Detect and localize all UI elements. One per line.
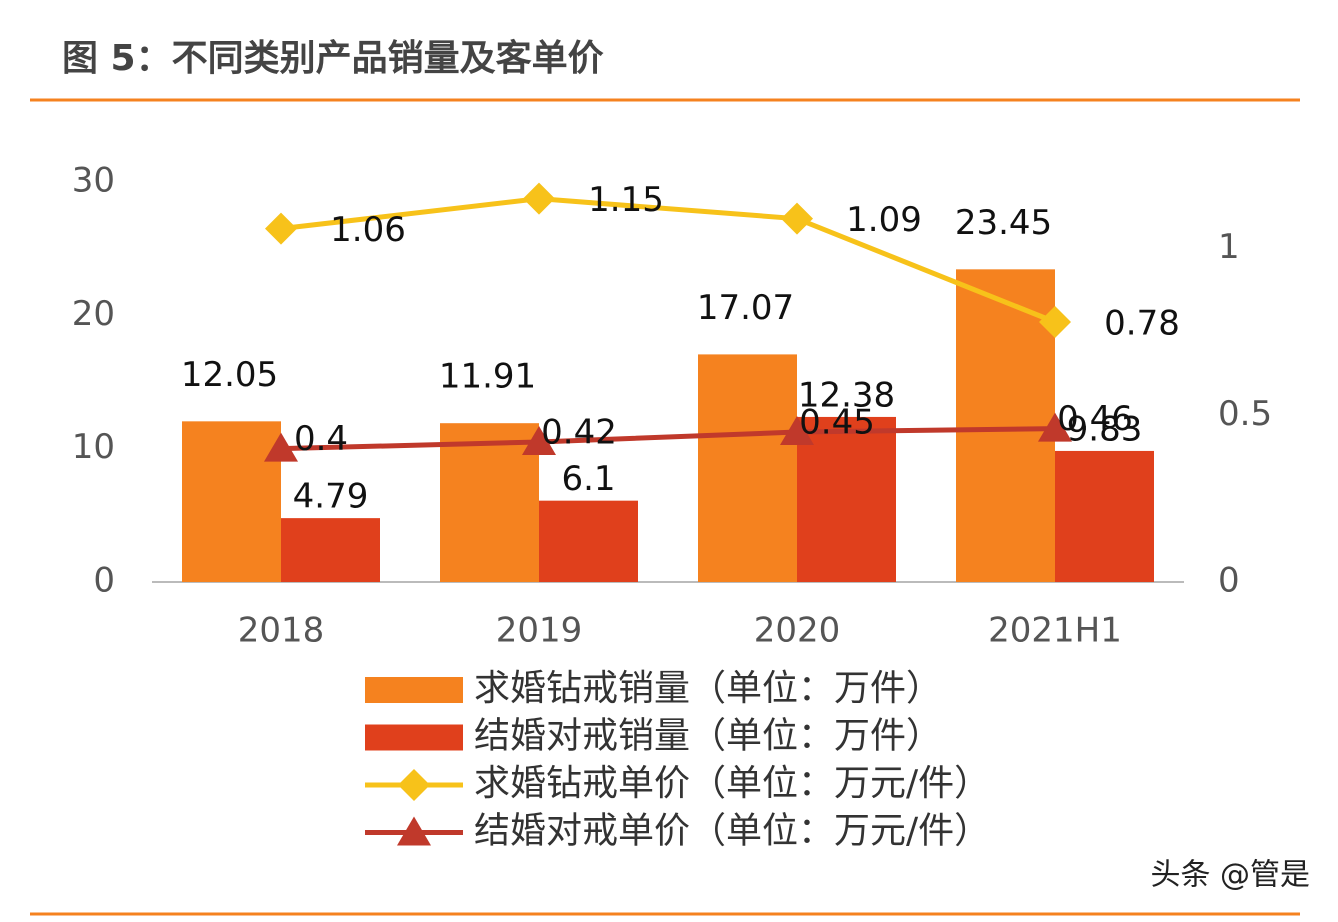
data-label: 12.05 — [181, 355, 278, 395]
data-label: 6.1 — [561, 459, 615, 499]
marker — [522, 426, 556, 455]
y2-tick-label: 0 — [1218, 561, 1240, 601]
y-tick-label: 0 — [93, 561, 115, 601]
data-label: 0.42 — [541, 413, 617, 453]
legend-marker — [398, 769, 430, 801]
legend-label: 结婚对戒单价（单位：万元/件） — [474, 811, 990, 852]
line — [280, 196, 1056, 325]
marker — [265, 212, 297, 245]
y-tick-label: 20 — [72, 294, 115, 334]
bar — [698, 354, 797, 582]
line — [280, 426, 1056, 452]
bar — [182, 421, 281, 582]
data-label: 9.83 — [1067, 409, 1143, 449]
legend-label: 求婚钻戒销量（单位：万件） — [474, 668, 942, 709]
marker — [523, 182, 555, 215]
data-label: 1.06 — [330, 210, 406, 250]
legend-swatch — [365, 677, 463, 703]
bar — [1055, 450, 1154, 582]
data-label: 1.09 — [846, 200, 922, 240]
marker — [264, 432, 298, 462]
x-tick-label: 2021H1 — [988, 611, 1122, 651]
x-tick-label: 2018 — [238, 611, 325, 651]
marker — [1038, 412, 1072, 442]
y2-tick-label: 1 — [1218, 227, 1240, 267]
y-tick-label: 30 — [72, 161, 115, 201]
data-label: 11.91 — [439, 357, 536, 397]
data-label: 0.46 — [1057, 399, 1133, 439]
bar — [281, 518, 380, 582]
legend-swatch — [365, 724, 463, 751]
data-label: 0.45 — [799, 403, 875, 443]
x-tick-label: 2020 — [754, 611, 841, 651]
legend-label: 求婚钻戒单价（单位：万元/件） — [474, 763, 990, 804]
data-label: 0.4 — [294, 419, 348, 459]
bar — [539, 500, 638, 582]
legend-marker — [397, 816, 431, 846]
data-label: 0.78 — [1104, 304, 1180, 344]
data-label: 4.79 — [293, 477, 369, 517]
x-tick-label: 2019 — [496, 611, 583, 651]
data-label: 1.15 — [588, 180, 664, 220]
data-label: 12.38 — [798, 375, 895, 415]
bar — [956, 269, 1055, 582]
marker — [780, 416, 814, 445]
bar — [440, 423, 539, 582]
legend-label: 结婚对戒销量（单位：万件） — [474, 716, 942, 757]
marker — [1039, 306, 1071, 338]
y2-tick-label: 0.5 — [1218, 394, 1272, 434]
watermark: 头条 @管是 — [1150, 858, 1310, 893]
data-label: 23.45 — [955, 203, 1052, 243]
marker — [781, 202, 813, 235]
y-tick-label: 10 — [72, 427, 115, 467]
chart-title: 图 5：不同类别产品销量及客单价 — [62, 38, 604, 79]
data-label: 17.07 — [697, 288, 794, 328]
